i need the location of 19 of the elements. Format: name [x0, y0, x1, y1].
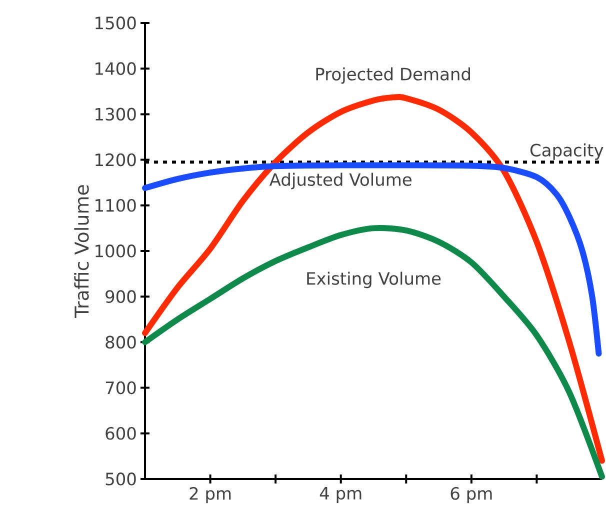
x-tick-label: 4 pm — [320, 487, 362, 503]
y-tick-label: 1000 — [96, 244, 136, 258]
y-tick-label: 1300 — [96, 108, 136, 121]
y-tick-label: 600 — [106, 426, 136, 440]
series-label: Adjusted Volume — [269, 172, 412, 190]
y-tick-label: 800 — [106, 336, 136, 349]
series-label: Existing Volume — [307, 272, 441, 288]
y-tick-label: 900 — [106, 290, 136, 304]
series-label: Projected Demand — [316, 67, 470, 84]
x-tick-label: 2 pm — [190, 487, 231, 504]
y-axis-title: Traffic Volume — [74, 185, 89, 318]
y-tick-label: 1400 — [96, 62, 136, 76]
y-tick-label: 1500 — [96, 16, 136, 30]
x-tick-label: 6 pm — [450, 487, 492, 504]
y-tick-label: 700 — [106, 381, 136, 394]
y-tick-label: 1100 — [96, 198, 136, 212]
y-tick-label: 500 — [106, 472, 136, 486]
y-tick-label: 1200 — [96, 153, 136, 166]
ref-line-label: Capacity — [530, 143, 604, 160]
